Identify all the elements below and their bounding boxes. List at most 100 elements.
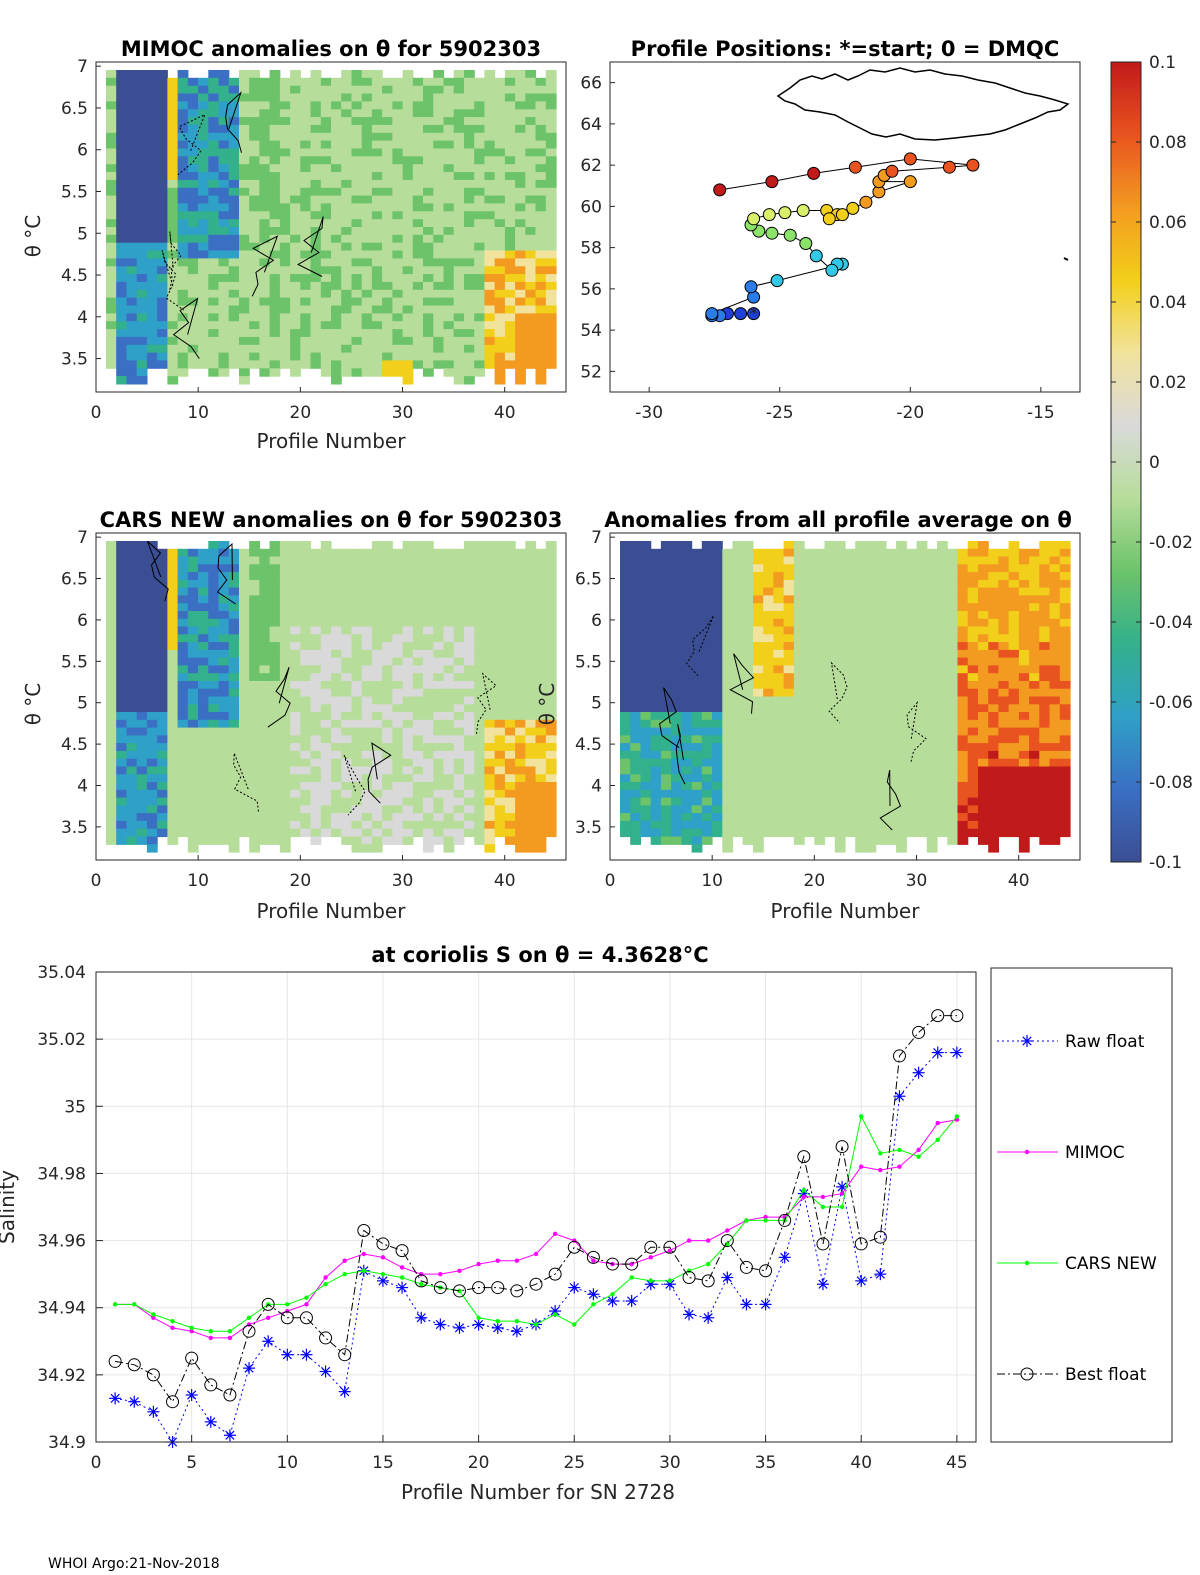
heatmap-cell — [412, 321, 424, 330]
heatmap-cell — [896, 688, 907, 698]
heatmap-cell — [957, 673, 969, 682]
heatmap-cell — [402, 148, 414, 157]
heatmap-cell — [535, 376, 547, 385]
heatmap-cell — [763, 548, 774, 558]
profile-position-marker — [835, 208, 849, 222]
heatmap-cell — [402, 352, 414, 361]
heatmap-cell — [978, 820, 989, 830]
heatmap-cell — [259, 117, 271, 126]
heatmap-cell — [443, 77, 455, 87]
heatmap-cell — [504, 820, 516, 830]
heatmap-cell — [515, 140, 526, 149]
heatmap-cell — [783, 642, 795, 651]
heatmap-cell — [742, 556, 754, 565]
heatmap-cell — [402, 595, 414, 604]
heatmap-cell — [464, 774, 475, 783]
heatmap-cell — [290, 696, 301, 705]
heatmap-cell — [269, 148, 281, 157]
heatmap-cell — [423, 844, 434, 853]
heatmap-cell — [136, 109, 148, 118]
heatmap-cell — [504, 109, 516, 118]
heatmap-cell — [208, 750, 220, 760]
heatmap-cell — [742, 657, 754, 666]
x-tick-label: -30 — [635, 403, 663, 423]
heatmap-cell — [279, 289, 291, 299]
heatmap-cell — [875, 820, 887, 830]
heatmap-cell — [916, 611, 928, 620]
heatmap-cell — [660, 750, 672, 760]
heatmap-cell — [136, 203, 148, 212]
heatmap-cell — [157, 234, 168, 244]
heatmap-cell — [239, 313, 250, 322]
heatmap-cell — [249, 797, 260, 806]
heatmap-cell — [218, 727, 230, 736]
heatmap-cell — [763, 688, 774, 698]
heatmap-cell — [701, 828, 713, 838]
heatmap-cell — [783, 548, 795, 558]
heatmap-cell — [453, 828, 465, 838]
heatmap-cell — [732, 820, 744, 830]
heatmap-cell — [402, 611, 414, 620]
heatmap-cell — [885, 774, 897, 783]
heatmap-cell — [630, 681, 641, 690]
heatmap-cell — [157, 266, 168, 275]
heatmap-cell — [443, 712, 455, 721]
heatmap-cell — [535, 657, 547, 666]
heatmap-cell — [712, 572, 723, 581]
heatmap-cell — [126, 70, 138, 79]
heatmap-cell — [865, 595, 877, 604]
heatmap-cell — [157, 352, 168, 361]
heatmap-cell — [464, 766, 475, 775]
heatmap-cell — [136, 297, 148, 306]
heatmap-cell — [239, 85, 250, 95]
heatmap-cell — [988, 712, 999, 721]
heatmap-cell — [494, 329, 506, 338]
heatmap-cell — [351, 101, 363, 110]
heatmap-cell — [157, 704, 168, 713]
heatmap-cell — [239, 805, 250, 814]
heatmap-cell — [484, 657, 496, 666]
heatmap-cell — [464, 572, 475, 581]
heatmap-cell — [228, 266, 240, 275]
heatmap-cell — [681, 828, 693, 838]
heatmap-cell — [146, 132, 158, 142]
heatmap-cell — [412, 227, 424, 236]
heatmap-cell — [116, 595, 127, 604]
heatmap-cell — [218, 813, 230, 822]
heatmap-cell — [947, 828, 959, 838]
heatmap-cell — [525, 735, 537, 744]
heatmap-cell — [732, 548, 744, 558]
heatmap-cell — [341, 626, 352, 635]
heatmap-cell — [423, 618, 434, 628]
profile-position-marker — [859, 195, 873, 209]
heatmap-cell — [310, 556, 322, 565]
heatmap-cell — [525, 117, 537, 126]
heatmap-cell — [804, 572, 815, 581]
x-tick-label: -25 — [766, 403, 794, 423]
heatmap-cell — [906, 564, 918, 573]
heatmap-cell — [535, 782, 547, 791]
heatmap-cell — [773, 587, 785, 596]
heatmap-cell — [157, 211, 168, 220]
heatmap-cell — [443, 109, 455, 118]
heatmap-cell — [937, 681, 948, 690]
heatmap-cell — [259, 368, 271, 377]
heatmap-cell — [978, 797, 989, 806]
heatmap-cell — [464, 109, 475, 118]
heatmap-cell — [443, 743, 455, 752]
heatmap-cell — [167, 782, 179, 791]
heatmap-cell — [208, 719, 220, 729]
heatmap-cell — [341, 203, 352, 212]
heatmap-cell — [484, 688, 496, 698]
heatmap-cell — [701, 782, 713, 791]
heatmap-cell — [136, 704, 148, 713]
heatmap-cell — [402, 727, 414, 736]
heatmap-cell — [136, 649, 148, 659]
heatmap-cell — [300, 85, 312, 95]
heatmap-cell — [474, 603, 485, 612]
heatmap-cell — [712, 704, 723, 713]
heatmap-cell — [259, 735, 271, 744]
heatmap-cell — [845, 774, 856, 783]
heatmap-cell — [320, 665, 332, 674]
heatmap-cell — [978, 813, 989, 822]
